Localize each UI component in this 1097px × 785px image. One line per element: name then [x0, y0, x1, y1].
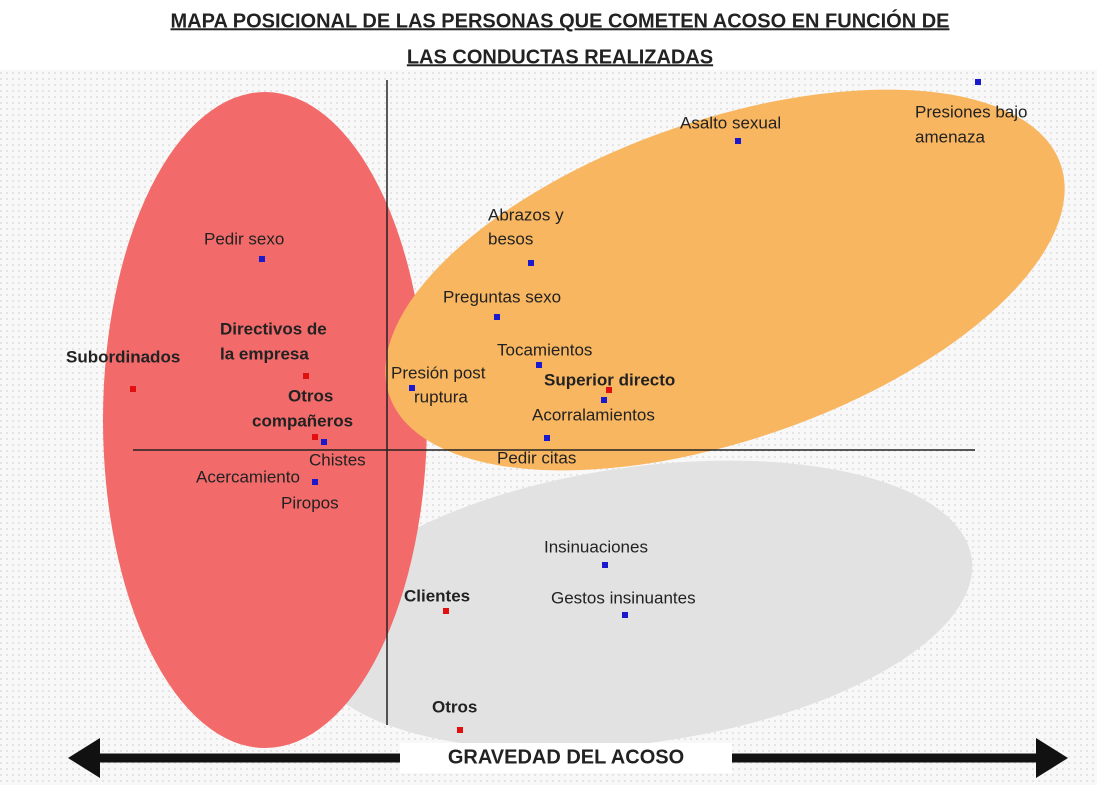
label: Presión post — [391, 363, 486, 382]
point — [602, 562, 608, 568]
label: Acercamiento — [196, 467, 300, 486]
point — [312, 479, 318, 485]
cluster-grey — [307, 460, 973, 750]
point — [544, 435, 550, 441]
label: Chistes — [309, 450, 366, 469]
arrow-head-right — [1036, 738, 1068, 778]
point — [457, 727, 463, 733]
label: Otros — [288, 386, 333, 405]
label: Presiones bajo — [915, 102, 1027, 121]
label: Pedir sexo — [204, 229, 284, 248]
point — [622, 612, 628, 618]
point — [606, 387, 612, 393]
point — [130, 386, 136, 392]
point — [409, 385, 415, 391]
point — [536, 362, 542, 368]
actor-labels: Subordinados Directivos de la empresa Ot… — [66, 319, 675, 716]
point — [321, 439, 327, 445]
label: amenaza — [915, 127, 985, 146]
point — [303, 373, 309, 379]
behavior-points — [259, 79, 981, 618]
label: Superior directo — [544, 370, 675, 389]
point — [528, 260, 534, 266]
label: Insinuaciones — [544, 537, 648, 556]
actor-points — [130, 373, 612, 733]
arrow-head-left — [68, 738, 100, 778]
label: Pedir citas — [497, 448, 576, 467]
point — [443, 608, 449, 614]
label: compañeros — [252, 411, 353, 430]
label: la empresa — [220, 344, 309, 363]
label: Subordinados — [66, 347, 180, 366]
label: besos — [488, 229, 533, 248]
cluster-red — [103, 92, 427, 748]
point — [312, 434, 318, 440]
label: Directivos de — [220, 319, 327, 338]
title: LAS CONDUCTAS REALIZADAS — [407, 46, 713, 68]
title: MAPA POSICIONAL DE LAS PERSONAS QUE COME… — [171, 8, 950, 32]
point — [975, 79, 981, 85]
label: Abrazos y — [488, 205, 564, 224]
label: Acorralamientos — [532, 405, 655, 424]
point — [494, 314, 500, 320]
label: Tocamientos — [497, 340, 592, 359]
point — [259, 256, 265, 262]
point — [735, 138, 741, 144]
label: Piropos — [281, 493, 339, 512]
cluster-orange — [385, 89, 1065, 471]
axis-label-bg — [400, 743, 732, 773]
severity-arrow: GRAVEDAD DEL ACOSO — [68, 738, 1068, 778]
axis-label: GRAVEDAD DEL ACOSO — [448, 746, 684, 768]
label: ruptura — [414, 387, 468, 406]
label: Otros — [432, 697, 477, 716]
point — [601, 397, 607, 403]
label: Clientes — [404, 586, 470, 605]
behavior-labels: Presiones bajo amenaza Asalto sexual Abr… — [196, 102, 1027, 607]
label: Gestos insinuantes — [551, 588, 696, 607]
label: Preguntas sexo — [443, 287, 561, 306]
label: Asalto sexual — [680, 113, 781, 132]
